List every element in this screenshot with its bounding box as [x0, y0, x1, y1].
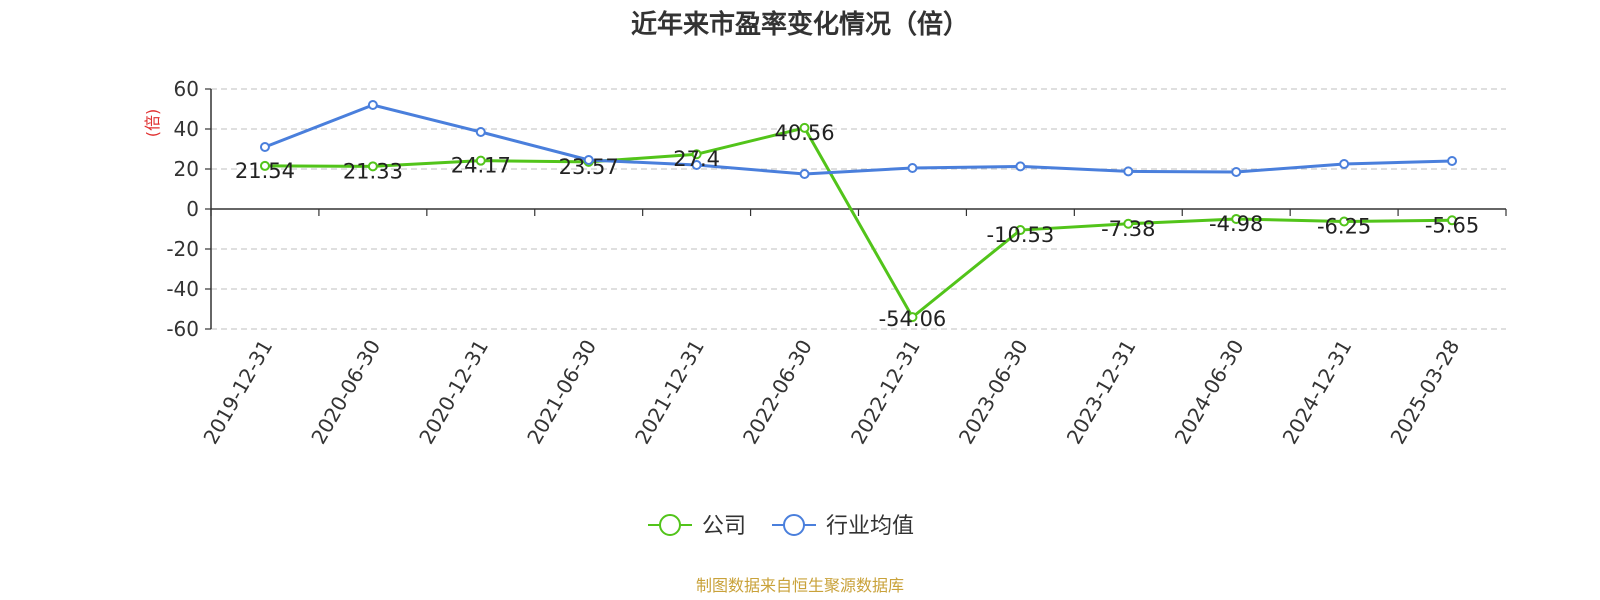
legend-marker-icon — [783, 514, 805, 536]
legend-item-industry-average[interactable]: 行业均值 — [772, 514, 914, 539]
x-tick-label: 2022-06-30 — [738, 336, 817, 449]
data-label: 40.56 — [774, 121, 834, 145]
x-tick-label: 2023-06-30 — [954, 336, 1033, 449]
x-tick-label: 2022-12-31 — [846, 336, 925, 449]
x-tick-label: 2021-12-31 — [630, 336, 709, 449]
x-tick-label: 2021-06-30 — [522, 336, 601, 449]
legend-label: 公司 — [702, 514, 746, 539]
x-tick-label: 2020-06-30 — [306, 336, 385, 449]
data-labels: 21.54 21.33 24.17 23.57 27.4 40.56 -54.06 -10.5… — [235, 121, 1479, 331]
data-point — [1015, 161, 1026, 172]
data-point — [259, 142, 270, 152]
y-axis-label: (倍) — [143, 109, 162, 138]
series-line-company — [264, 126, 1453, 319]
x-tick-label: 2024-12-31 — [1278, 336, 1357, 449]
data-point — [1123, 218, 1134, 229]
data-point — [691, 149, 702, 160]
data-label: -10.53 — [987, 223, 1055, 247]
legend[interactable]: 公司 行业均值 — [648, 514, 914, 539]
data-label: 21.54 — [235, 159, 295, 183]
data-label: -5.65 — [1425, 213, 1479, 237]
data-point — [799, 169, 810, 179]
data-point — [367, 161, 378, 172]
grid-lines — [211, 88, 1506, 330]
legend-item-company[interactable]: 公司 — [648, 514, 746, 539]
x-tick-label: 2019-12-31 — [198, 336, 277, 449]
y-tick-label: 0 — [186, 197, 199, 221]
data-point — [907, 312, 918, 323]
source-note: 制图数据来自恒生聚源数据库 — [696, 576, 904, 595]
data-point — [1339, 159, 1350, 169]
legend-marker-icon — [659, 514, 681, 536]
data-point — [799, 122, 810, 133]
data-point — [907, 163, 918, 173]
data-label: 23.57 — [559, 155, 619, 179]
x-tick-labels: 2019-12-31 2020-06-30 2020-12-31 2021-06-30… — [198, 336, 1464, 449]
series-lines — [259, 100, 1458, 323]
data-label: -6.25 — [1317, 215, 1371, 239]
series-line-industry-average — [264, 103, 1453, 176]
y-tick-label: -60 — [166, 317, 199, 341]
y-tick-label: -40 — [166, 277, 199, 301]
y-tick-labels: 60 40 20 0 -20 -40 -60 — [166, 77, 199, 341]
y-tick-label: -20 — [166, 237, 199, 261]
x-tick-label: 2023-12-31 — [1062, 336, 1141, 449]
data-point — [1231, 167, 1242, 177]
data-label: -7.38 — [1101, 217, 1155, 241]
data-point — [1123, 166, 1134, 177]
data-label: 21.33 — [343, 159, 403, 183]
x-tick-label: 2024-06-30 — [1170, 336, 1249, 449]
data-point — [1447, 215, 1458, 226]
data-label: 27.4 — [673, 147, 720, 171]
y-tick-label: 40 — [174, 117, 199, 141]
data-point — [1231, 213, 1242, 224]
axes — [205, 88, 1507, 330]
x-tick-label: 2020-12-31 — [414, 336, 493, 449]
data-point — [1447, 156, 1458, 166]
y-tick-label: 60 — [174, 77, 199, 101]
data-label: 24.17 — [451, 154, 511, 178]
data-point — [367, 100, 378, 110]
data-label: -4.98 — [1209, 212, 1263, 236]
data-point — [1339, 216, 1350, 227]
chart-title: 近年来市盈率变化情况（倍） — [631, 9, 969, 40]
data-point — [1015, 225, 1026, 236]
data-point — [583, 155, 594, 165]
data-point — [475, 155, 486, 166]
x-tick-label: 2025-03-28 — [1385, 336, 1464, 449]
y-tick-label: 20 — [174, 157, 199, 181]
data-point — [475, 127, 486, 137]
data-point — [691, 160, 702, 170]
data-label: -54.06 — [879, 307, 947, 331]
legend-label: 行业均值 — [826, 514, 914, 539]
data-point — [259, 160, 270, 171]
